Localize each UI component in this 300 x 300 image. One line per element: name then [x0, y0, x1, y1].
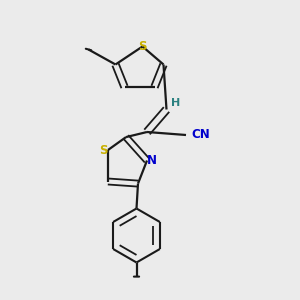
- Text: N: N: [146, 154, 157, 167]
- Text: S: S: [99, 143, 108, 157]
- Text: CN: CN: [191, 128, 210, 141]
- Text: S: S: [138, 40, 147, 53]
- Text: H: H: [171, 98, 180, 108]
